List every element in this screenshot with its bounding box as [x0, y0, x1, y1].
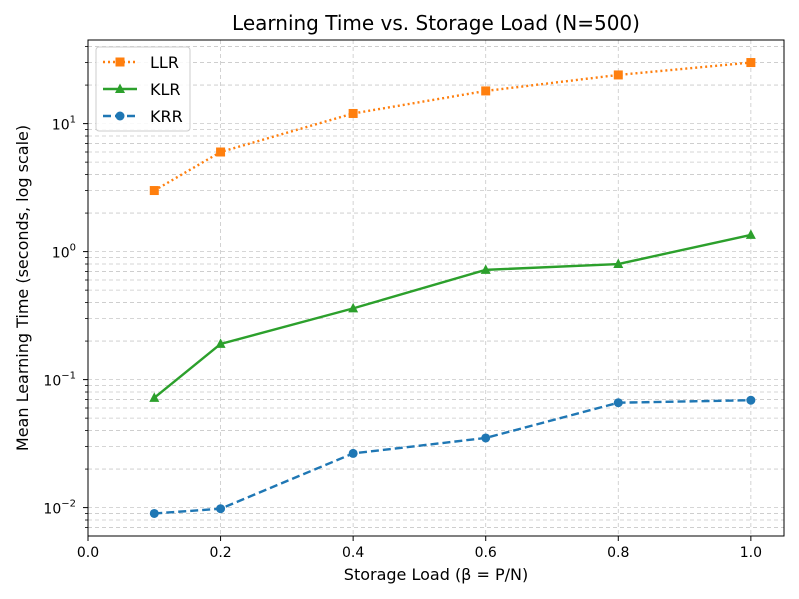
y-tick-label: 100: [52, 243, 76, 262]
data-point-krr: [613, 398, 623, 408]
y-tick-label: 10−2: [43, 499, 76, 518]
legend-label: KLR: [150, 80, 181, 99]
x-tick-label: 0.0: [77, 545, 99, 561]
legend-marker: [115, 57, 125, 67]
legend-marker: [115, 111, 125, 121]
data-point-klr: [348, 302, 359, 313]
x-axis-label: Storage Load (β = P/N): [344, 565, 528, 584]
data-point-llr: [149, 186, 159, 196]
plot-frame: [87, 39, 785, 537]
data-point-krr: [216, 504, 226, 514]
data-point-krr: [746, 395, 756, 405]
series-layer: [149, 58, 756, 518]
tick-layer: 0.0 0.2 0.4 0.6 0.8 1.0 10−2 10−1 100 101: [43, 46, 762, 561]
data-point-klr: [613, 258, 624, 269]
series-llr: [149, 58, 756, 196]
series-krr: [149, 395, 756, 518]
data-point-klr: [745, 229, 756, 239]
data-point-krr: [481, 433, 491, 443]
data-point-llr: [481, 86, 491, 96]
legend-label: LLR: [150, 53, 179, 72]
x-tick-label: 0.4: [342, 545, 364, 561]
data-point-klr: [215, 338, 226, 348]
data-point-llr: [746, 58, 756, 68]
series-line-llr: [153, 61, 751, 192]
data-point-llr: [216, 147, 226, 157]
series-klr: [149, 229, 756, 402]
x-tick-label: 0.6: [475, 545, 497, 561]
data-point-klr: [480, 264, 491, 274]
legend-label: KRR: [150, 107, 183, 126]
chart-title: Learning Time vs. Storage Load (N=500): [232, 11, 640, 35]
data-point-klr: [149, 392, 160, 402]
data-point-krr: [149, 508, 159, 518]
legend-entry-klr: KLR: [103, 80, 181, 99]
series-line-krr: [154, 399, 751, 515]
grid-layer: [87, 40, 784, 536]
legend-marker: [115, 83, 125, 93]
data-point-llr: [613, 70, 623, 80]
legend: LLR KLR KRR: [95, 46, 191, 132]
y-axis-label: Mean Learning Time (seconds, log scale): [13, 125, 32, 451]
data-point-llr: [348, 108, 358, 118]
x-tick-label: 0.8: [607, 545, 629, 561]
legend-box: [95, 46, 191, 132]
x-tick-label: 0.2: [209, 545, 231, 561]
legend-entry-krr: KRR: [103, 107, 183, 126]
series-line-klr: [153, 233, 752, 399]
y-tick-label: 10−1: [43, 371, 76, 390]
y-tick-label: 101: [52, 115, 76, 134]
x-tick-label: 1.0: [740, 545, 762, 561]
legend-entry-llr: LLR: [103, 53, 179, 72]
data-point-krr: [348, 448, 358, 458]
